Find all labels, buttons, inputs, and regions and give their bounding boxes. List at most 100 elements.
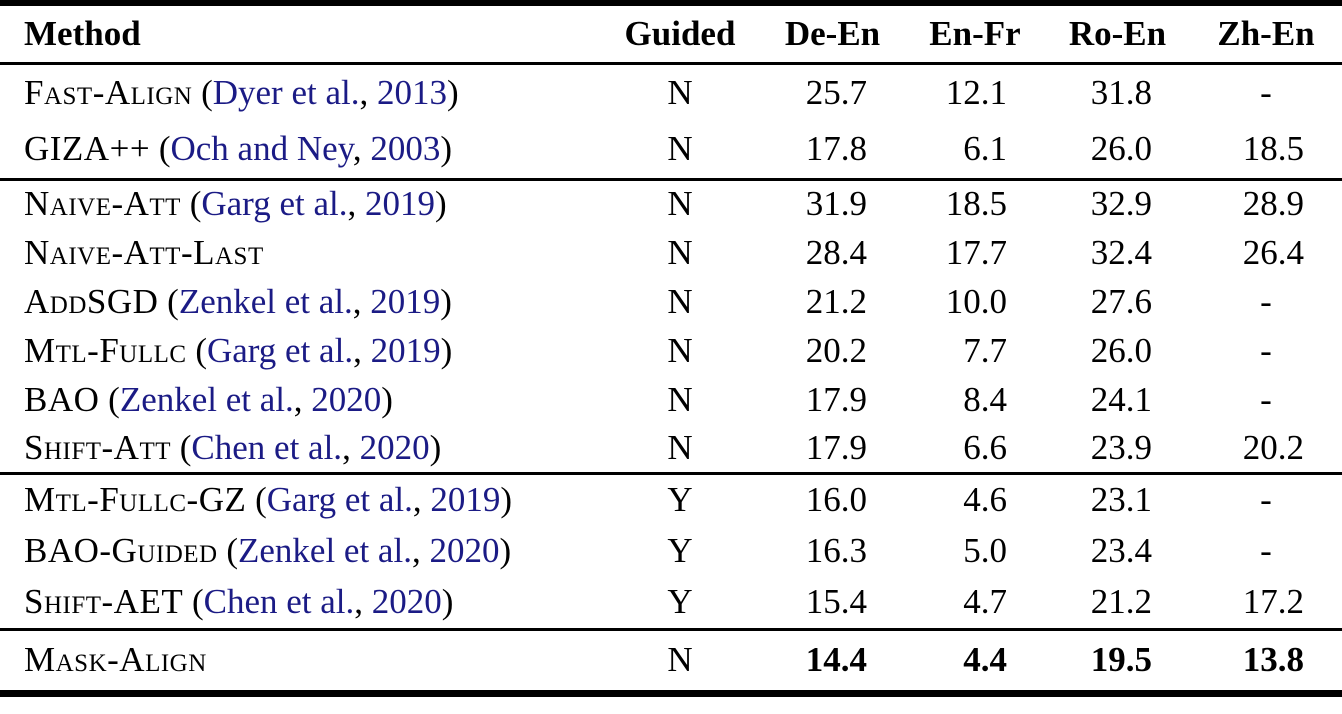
score-de-en: 17.9 xyxy=(805,427,867,467)
score-de-en: 15.4 xyxy=(805,582,867,622)
citation-author-link[interactable]: Zenkel et al. xyxy=(119,379,294,419)
citation-paren-close: ) xyxy=(440,281,452,321)
citation-paren-open: ( xyxy=(171,427,192,467)
citation-comma: , xyxy=(347,184,365,224)
citation-year-link[interactable]: 2019 xyxy=(370,281,441,321)
group-guided: Mtl-Fullc-GZ (Garg et al., 2019) Y 16.0 … xyxy=(0,473,1342,629)
score-en-fr: 10.0 xyxy=(945,281,1007,321)
score-de-en: 31.9 xyxy=(805,184,867,224)
citation-comma: , xyxy=(352,281,371,321)
citation-author-link[interactable]: Garg et al. xyxy=(206,330,354,370)
guided-cell: N xyxy=(667,427,693,467)
citation-paren-open: ( xyxy=(183,582,204,622)
score-zh-en: 26.4 xyxy=(1242,232,1304,272)
method-cell: Mtl-Fullc-GZ (Garg et al., 2019) xyxy=(0,473,600,525)
score-ro-en: 24.1 xyxy=(1090,379,1152,419)
citation-year-link[interactable]: 2020 xyxy=(429,531,500,570)
guided-cell: N xyxy=(667,281,693,321)
citation-paren-open: ( xyxy=(99,379,120,419)
method-cell: Naive-Att (Garg et al., 2019) xyxy=(0,179,600,228)
method-cell: Mask-Align xyxy=(0,629,600,693)
method-name: BAO-Guided xyxy=(24,531,218,570)
col-header-de-en: De-En xyxy=(784,13,881,53)
table-row-bao: BAO (Zenkel et al., 2020) N 17.9 8.4 24.… xyxy=(0,375,1342,424)
group-baseline-statistical: Fast-Align (Dyer et al., 2013) N 25.7 12… xyxy=(0,63,1342,179)
citation-author-link[interactable]: Och and Ney xyxy=(170,129,353,169)
table-row-naive-att: Naive-Att (Garg et al., 2019) N 31.9 18.… xyxy=(0,179,1342,228)
citation-comma: , xyxy=(412,479,431,519)
score-de-en: 17.8 xyxy=(805,129,867,169)
citation-paren-open: ( xyxy=(186,330,207,370)
method-name: AddSGD xyxy=(24,281,159,321)
score-de-en: 16.3 xyxy=(805,531,867,570)
table-row-giza: GIZA++ (Och and Ney, 2003) N 17.8 6.1 26… xyxy=(0,121,1342,179)
citation-author-link[interactable]: Dyer et al. xyxy=(212,72,360,112)
header-row: Method Guided De-En En-Fr Ro-En Zh-En xyxy=(0,3,1342,63)
score-en-fr: 6.6 xyxy=(963,427,1007,467)
score-en-fr: 18.5 xyxy=(945,184,1007,224)
citation-year-link[interactable]: 2020 xyxy=(311,379,382,419)
citation-author-link[interactable]: Zenkel et al. xyxy=(178,281,353,321)
citation-paren-close: ) xyxy=(429,427,442,467)
score-en-fr: 8.4 xyxy=(963,379,1007,419)
score-en-fr: 17.7 xyxy=(945,232,1007,272)
citation-paren-open: ( xyxy=(180,184,202,224)
guided-cell: N xyxy=(667,379,693,419)
col-header-method: Method xyxy=(24,13,141,53)
method-cell: Fast-Align (Dyer et al., 2013) xyxy=(0,63,600,121)
score-zh-en: - xyxy=(1260,72,1272,112)
citation-paren-open: ( xyxy=(192,72,213,112)
table-row-fast-align: Fast-Align (Dyer et al., 2013) N 25.7 12… xyxy=(0,63,1342,121)
citation-author-link[interactable]: Garg et al. xyxy=(201,184,348,224)
citation-author-link[interactable]: Chen et al. xyxy=(203,582,355,622)
citation-year-link[interactable]: 2020 xyxy=(371,582,442,622)
method-name: Mtl-Fullc-GZ xyxy=(24,479,247,519)
score-ro-en: 26.0 xyxy=(1090,129,1152,169)
method-name: Shift-Att xyxy=(24,427,171,467)
score-de-en: 16.0 xyxy=(805,479,867,519)
citation-year-link[interactable]: 2019 xyxy=(370,330,441,370)
score-en-fr: 12.1 xyxy=(945,72,1007,112)
score-en-fr: 4.6 xyxy=(963,479,1007,519)
citation-author-link[interactable]: Zenkel et al. xyxy=(238,531,412,570)
citation-comma: , xyxy=(411,531,430,570)
method-name: Naive-Att-Last xyxy=(24,232,264,272)
citation-year-link[interactable]: 2013 xyxy=(376,72,447,112)
method-cell: Shift-AET (Chen et al., 2020) xyxy=(0,577,600,629)
citation-author-link[interactable]: Garg et al. xyxy=(266,479,413,519)
citation-year-link[interactable]: 2020 xyxy=(359,427,430,467)
method-cell: BAO (Zenkel et al., 2020) xyxy=(0,375,600,424)
citation-paren-open: ( xyxy=(150,129,171,169)
guided-cell: N xyxy=(667,232,693,272)
score-de-en: 20.2 xyxy=(805,330,867,370)
score-zh-en: 13.8 xyxy=(1242,640,1304,679)
citation-comma: , xyxy=(352,129,371,169)
guided-cell: N xyxy=(667,640,693,679)
score-ro-en: 27.6 xyxy=(1090,281,1152,321)
score-ro-en: 26.0 xyxy=(1090,330,1152,370)
guided-cell: Y xyxy=(667,531,693,570)
citation-paren-close: ) xyxy=(499,531,512,570)
score-ro-en: 32.9 xyxy=(1090,184,1152,224)
table-row-bao-guided: BAO-Guided (Zenkel et al., 2020) Y 16.3 … xyxy=(0,525,1342,577)
score-ro-en: 31.8 xyxy=(1090,72,1152,112)
citation-year-link[interactable]: 2003 xyxy=(370,129,441,169)
citation-comma: , xyxy=(354,582,372,622)
method-name: Naive-Att xyxy=(24,184,181,224)
citation-paren-close: ) xyxy=(434,184,447,224)
citation-year-link[interactable]: 2019 xyxy=(430,479,501,519)
score-de-en: 17.9 xyxy=(805,379,867,419)
guided-cell: Y xyxy=(667,582,693,622)
citation-paren-close: ) xyxy=(500,479,513,519)
score-de-en: 14.4 xyxy=(805,640,867,679)
method-cell: BAO-Guided (Zenkel et al., 2020) xyxy=(0,525,600,577)
col-header-en-fr: En-Fr xyxy=(929,13,1021,53)
citation-author-link[interactable]: Chen et al. xyxy=(191,427,343,467)
citation-comma: , xyxy=(359,72,377,112)
citation-year-link[interactable]: 2019 xyxy=(364,184,435,224)
table-row-shift-att: Shift-Att (Chen et al., 2020) N 17.9 6.6… xyxy=(0,424,1342,473)
method-name: GIZA++ xyxy=(24,129,151,169)
score-de-en: 21.2 xyxy=(805,281,867,321)
citation-paren-close: ) xyxy=(446,72,459,112)
